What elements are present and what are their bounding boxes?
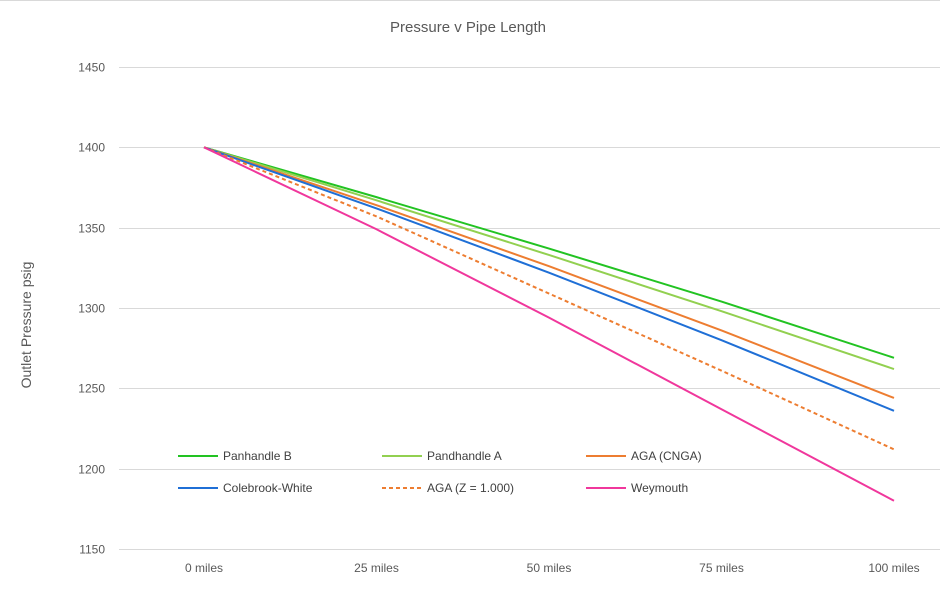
legend-label-4: AGA (Z = 1.000) [427,481,514,495]
legend-label-0: Panhandle B [223,449,292,463]
x-tick-label: 25 miles [354,561,399,575]
series-line-5 [203,146,895,502]
series-line-3 [203,146,895,412]
legend-label-1: Pandhandle A [427,449,502,463]
x-tick-label: 0 miles [185,561,223,575]
y-tick-label: 1200 [78,463,105,477]
y-tick-label: 1350 [78,222,105,236]
legend-label-3: Colebrook-White [223,481,313,495]
x-tick-label: 75 miles [699,561,744,575]
series-line-0 [203,146,895,359]
series-line-4 [203,146,895,451]
series-line-2 [203,146,895,399]
series-lines [203,146,895,502]
legend-label-2: AGA (CNGA) [631,449,702,463]
y-axis-ticks: 1150 1200 1250 1300 1350 1400 1450 [78,61,105,557]
y-tick-label: 1150 [79,543,105,557]
legend-label-5: Weymouth [631,481,688,495]
chart-title: Pressure v Pipe Length [390,19,546,36]
y-axis-label: Outlet Pressure psig [18,262,34,389]
y-tick-label: 1250 [78,382,105,396]
x-tick-label: 100 miles [868,561,919,575]
x-tick-label: 50 miles [527,561,572,575]
y-tick-label: 1300 [78,302,105,316]
x-axis-ticks: 0 miles 25 miles 50 miles 75 miles 100 miles [185,561,920,575]
y-tick-label: 1450 [78,61,105,75]
series-line-1 [203,146,895,371]
y-tick-label: 1400 [78,141,105,155]
legend: Panhandle B Pandhandle A AGA (CNGA) Colebro… [178,449,702,495]
